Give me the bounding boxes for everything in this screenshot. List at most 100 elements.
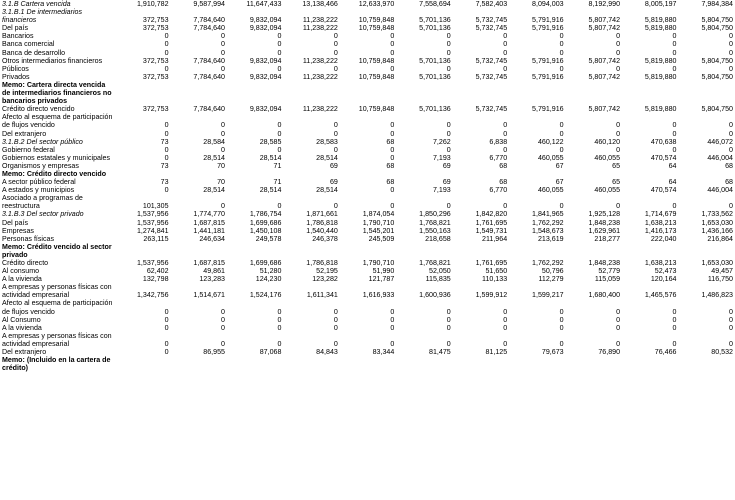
row-label: Afecto al esquema de participación de fl…	[2, 113, 113, 130]
table-cell: 1,465,576	[644, 291, 677, 300]
table-cell: 5,807,742	[588, 105, 621, 114]
table-cell: 1,436,166	[701, 226, 733, 235]
table-cell: 460,055	[537, 153, 564, 162]
table-cell: 0	[672, 323, 677, 332]
table-cell: 0	[672, 32, 677, 41]
table-cell: 73	[160, 161, 169, 170]
table-cell: 9,832,094	[249, 16, 282, 25]
table-cell	[226, 170, 282, 178]
table-cell: 0	[390, 315, 395, 324]
table-cell: 0	[559, 121, 564, 130]
table-cell	[395, 81, 451, 105]
table-cell: 0	[390, 186, 395, 195]
table-cell: 0	[503, 202, 508, 211]
table-cell	[452, 356, 508, 372]
table-cell: 0	[729, 129, 733, 138]
table-cell: 0	[221, 32, 225, 41]
row-label: Del extranjero	[2, 348, 47, 357]
table-cell	[621, 243, 677, 259]
table-cell: 0	[390, 307, 395, 316]
table-cell: 0	[559, 40, 564, 49]
table-row: Personas físicas 263,115 246,634 249,578 246…	[1, 235, 734, 243]
table-cell: 5,732,745	[475, 105, 508, 114]
table-row: Memo: Cartera directa vencida de interme…	[1, 81, 734, 105]
table-cell: 64	[668, 178, 677, 187]
row-label: A la vivienda	[2, 275, 42, 284]
table-cell: 7,784,640	[193, 72, 225, 81]
table-cell: 1,549,731	[475, 226, 508, 235]
table-cell: 69	[442, 161, 451, 170]
row-label: Crédito directo	[2, 259, 49, 267]
table-cell: 1,450,108	[249, 226, 282, 235]
table-cell: 7,193	[432, 153, 451, 162]
table-cell: 1,733,562	[701, 210, 733, 219]
table-row: Afecto al esquema de participación de fl…	[1, 299, 734, 315]
row-label: Gobiernos estatales y municipales	[2, 153, 111, 162]
table-row: Al Consumo 0 0 0 0 0 0 0 0 0 0 0	[1, 316, 734, 324]
table-cell: 5,807,742	[588, 16, 621, 25]
table-cell: 5,732,745	[475, 24, 508, 33]
table-cell: 81,125	[485, 348, 508, 357]
table-cell: 1,786,754	[249, 210, 282, 219]
table-cell: 0	[503, 307, 508, 316]
table-cell: 0	[333, 315, 338, 324]
table-cell: 28,514	[259, 186, 282, 195]
table-cell: 28,514	[259, 153, 282, 162]
table-cell: 11,238,222	[302, 16, 338, 25]
table-cell: 0	[390, 339, 395, 348]
table-cell: 81,475	[429, 348, 451, 357]
table-cell: 8,094,003	[532, 0, 564, 8]
table-cell: 0	[616, 323, 621, 332]
table-cell: 0	[221, 121, 225, 130]
table-cell: 0	[164, 315, 169, 324]
table-cell	[113, 356, 169, 372]
table-cell: 0	[672, 40, 677, 49]
table-cell: 1,762,292	[532, 218, 564, 227]
table-cell: 0	[164, 339, 169, 348]
table-cell: 0	[503, 145, 508, 154]
table-cell	[282, 243, 338, 259]
table-cell: 68	[725, 161, 733, 170]
table-row: 3.1.B Cartera vencida 1,910,782 9,587,994 1…	[1, 0, 734, 8]
table-cell: 372,753	[142, 16, 169, 25]
table-cell: 0	[164, 32, 169, 41]
table-cell: 1,786,818	[306, 259, 338, 267]
table-cell: 1,848,238	[588, 218, 621, 227]
table-cell: 372,753	[142, 56, 169, 65]
table-cell: 5,819,880	[644, 24, 677, 33]
table-cell: 0	[559, 64, 564, 73]
table-cell: 70	[217, 161, 225, 170]
table-cell: 0	[221, 64, 225, 73]
table-cell: 0	[446, 129, 451, 138]
table-cell	[395, 243, 451, 259]
table-row: Memo: (Incluido en la cartera de crédito…	[1, 356, 734, 372]
table-cell: 0	[277, 339, 282, 348]
table-row: Asociado a programas de reestructura 101,…	[1, 194, 734, 210]
table-row: Afecto al esquema de participación de fl…	[1, 113, 734, 129]
table-cell: 50,796	[541, 267, 564, 276]
table-cell: 0	[277, 323, 282, 332]
table-cell: 372,753	[142, 24, 169, 33]
table-cell: 0	[446, 40, 451, 49]
table-cell: 0	[503, 121, 508, 130]
table-row: Gobiernos estatales y municipales 0 28,514…	[1, 154, 734, 162]
row-label: Empresas	[2, 226, 34, 235]
table-cell: 0	[390, 323, 395, 332]
table-cell: 0	[164, 153, 169, 162]
table-cell	[508, 356, 564, 372]
table-cell	[621, 170, 677, 178]
table-cell	[170, 243, 226, 259]
table-cell: 0	[559, 129, 564, 138]
table-cell: 0	[446, 48, 451, 57]
table-cell: 1,545,201	[362, 226, 395, 235]
table-cell: 1,768,821	[419, 259, 451, 267]
table-cell: 0	[729, 64, 733, 73]
table-cell: 1,274,841	[136, 226, 169, 235]
table-cell	[339, 243, 395, 259]
table-cell: 0	[164, 323, 169, 332]
table-cell: 9,587,994	[193, 0, 225, 8]
table-cell: 1,699,686	[249, 259, 282, 267]
table-cell: 460,055	[594, 186, 621, 195]
row-label: A empresas y personas físicas con activi…	[2, 283, 112, 300]
table-cell: 1,790,710	[362, 218, 395, 227]
